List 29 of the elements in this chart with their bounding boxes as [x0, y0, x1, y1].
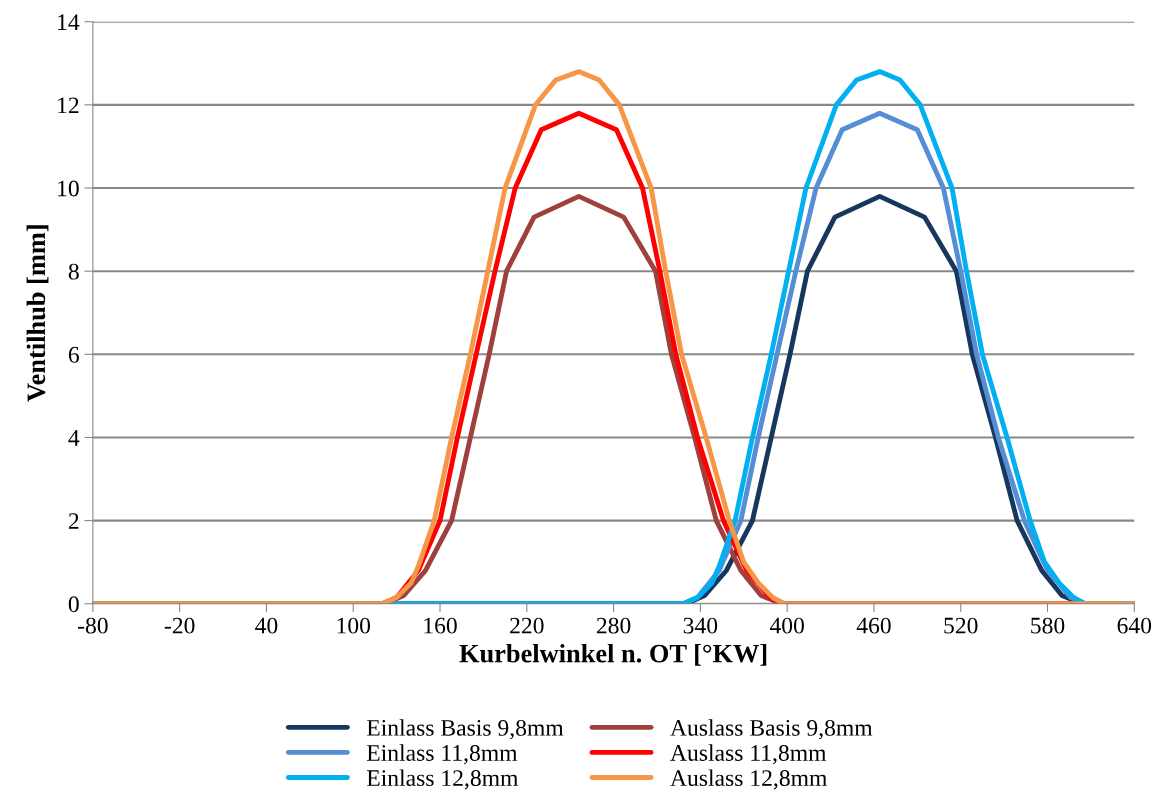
legend-label: Auslass 11,8mm: [670, 744, 827, 765]
legend-label: Auslass Basis 9,8mm: [670, 719, 873, 740]
x-tick-label: 640: [1117, 617, 1152, 634]
y-tick-label: 8: [68, 263, 79, 280]
x-tick-label: -80: [78, 617, 108, 634]
legend-label: Auslass 12,8mm: [670, 769, 827, 790]
y-tick-label: 2: [68, 513, 79, 529]
x-tick-label: 520: [944, 617, 978, 634]
legend-label: Einlass 11,8mm: [366, 744, 518, 765]
y-tick-label: 6: [68, 346, 79, 363]
legend-label: Einlass 12,8mm: [366, 769, 519, 790]
x-tick-label: 220: [510, 617, 544, 634]
y-tick-label: 10: [58, 180, 79, 197]
x-tick-label: 580: [1031, 617, 1065, 634]
x-tick-label: -20: [164, 617, 195, 634]
x-tick-label: 340: [683, 617, 718, 634]
x-axis-title: Kurbelwinkel n. OT [°KW]: [459, 643, 767, 666]
x-tick-label: 40: [255, 617, 278, 634]
x-tick-label: 280: [596, 617, 631, 634]
legend-label: Einlass Basis 9,8mm: [366, 719, 564, 740]
y-tick-label: 12: [58, 97, 79, 114]
x-tick-label: 160: [424, 617, 457, 634]
x-tick-label: 460: [856, 617, 891, 634]
y-tick-label: 4: [68, 430, 80, 446]
x-tick-label: 400: [769, 617, 804, 634]
y-tick-label: 14: [58, 14, 80, 30]
y-tick-label: 0: [68, 596, 79, 613]
x-tick-label: 100: [337, 617, 371, 634]
y-axis-title: Ventilhub [mm]: [26, 225, 49, 402]
